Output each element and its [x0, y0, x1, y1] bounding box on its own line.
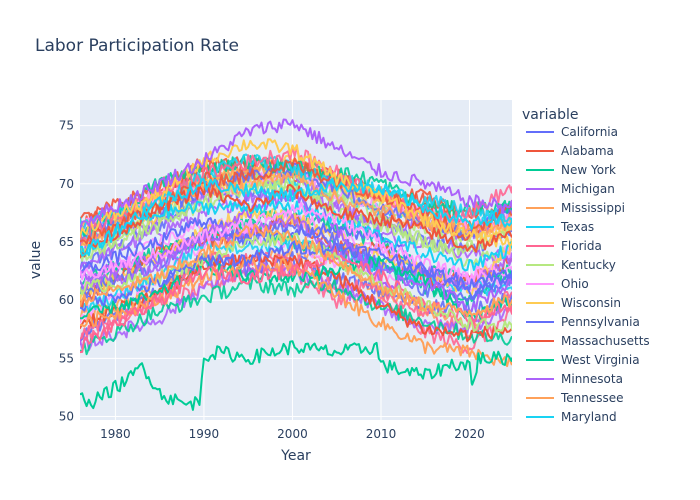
y-tick-label: 65	[59, 235, 74, 249]
legend-item[interactable]: Wisconsin	[526, 296, 621, 310]
legend-label: Mississippi	[561, 201, 625, 215]
legend-label: Massachusetts	[561, 334, 650, 348]
legend-label: Texas	[560, 220, 594, 234]
tick-labels: 1980 1990 2000 2010 2020 50 55 60 65 70 75	[59, 119, 485, 441]
series-line	[80, 248, 512, 354]
x-tick-label: 2000	[277, 427, 308, 441]
series-line	[80, 340, 512, 411]
legend-label: Minnesota	[561, 372, 623, 386]
series-line	[80, 118, 512, 231]
legend-items[interactable]: California Alabama New York Michigan Mississ…	[526, 125, 650, 424]
legend-item[interactable]: California	[526, 125, 618, 139]
legend-item[interactable]: Maryland	[526, 410, 617, 424]
background-series-line	[80, 276, 512, 356]
legend-item[interactable]: Pennsylvania	[526, 315, 640, 329]
y-tick-label: 70	[59, 177, 74, 191]
legend-label: Maryland	[561, 410, 617, 424]
y-tick-label: 50	[59, 410, 74, 424]
legend-label: California	[561, 125, 618, 139]
background-series-line	[80, 172, 512, 262]
legend-item[interactable]: Texas	[526, 220, 594, 234]
legend-item[interactable]: West Virginia	[526, 353, 640, 367]
legend-label: Florida	[561, 239, 602, 253]
series-line	[80, 201, 512, 285]
legend-title: variable	[522, 107, 578, 123]
legend-label: Pennsylvania	[561, 315, 640, 329]
y-tick-label: 75	[59, 119, 74, 133]
legend-item[interactable]: Minnesota	[526, 372, 623, 386]
series-lines	[80, 118, 512, 411]
series-line	[80, 199, 512, 272]
series-line	[80, 223, 512, 318]
legend-label: Michigan	[561, 182, 615, 196]
legend-label: Wisconsin	[561, 296, 621, 310]
y-axis-title: value	[28, 241, 44, 279]
x-tick-label: 1980	[100, 427, 131, 441]
legend-label: Ohio	[561, 277, 589, 291]
legend-item[interactable]: New York	[526, 163, 616, 177]
background-series-line	[80, 213, 512, 293]
x-tick-label: 2010	[366, 427, 397, 441]
legend-label: Kentucky	[561, 258, 616, 272]
legend-label: Tennessee	[560, 391, 624, 405]
y-tick-label: 60	[59, 293, 74, 307]
background-series-line	[80, 208, 512, 291]
legend-item[interactable]: Alabama	[526, 144, 614, 158]
legend-label: New York	[561, 163, 616, 177]
legend-item[interactable]: Massachusetts	[526, 334, 650, 348]
x-tick-label: 2020	[454, 427, 485, 441]
series-line	[80, 183, 512, 259]
legend-item[interactable]: Florida	[526, 239, 602, 253]
legend[interactable]: variable California Alabama New York Michig…	[522, 107, 650, 424]
legend-item[interactable]: Ohio	[526, 277, 589, 291]
legend-item[interactable]: Mississippi	[526, 201, 625, 215]
series-line	[80, 138, 512, 248]
legend-item[interactable]: Tennessee	[526, 391, 624, 405]
legend-item[interactable]: Michigan	[526, 182, 615, 196]
y-tick-label: 55	[59, 351, 74, 365]
legend-item[interactable]: Kentucky	[526, 258, 616, 272]
legend-label: Alabama	[561, 144, 614, 158]
chart-title: Labor Participation Rate	[35, 36, 239, 56]
x-axis-title: Year	[280, 448, 311, 464]
background-series-line	[80, 154, 512, 237]
x-tick-label: 1990	[189, 427, 220, 441]
legend-label: West Virginia	[561, 353, 640, 367]
series-line	[80, 177, 512, 257]
